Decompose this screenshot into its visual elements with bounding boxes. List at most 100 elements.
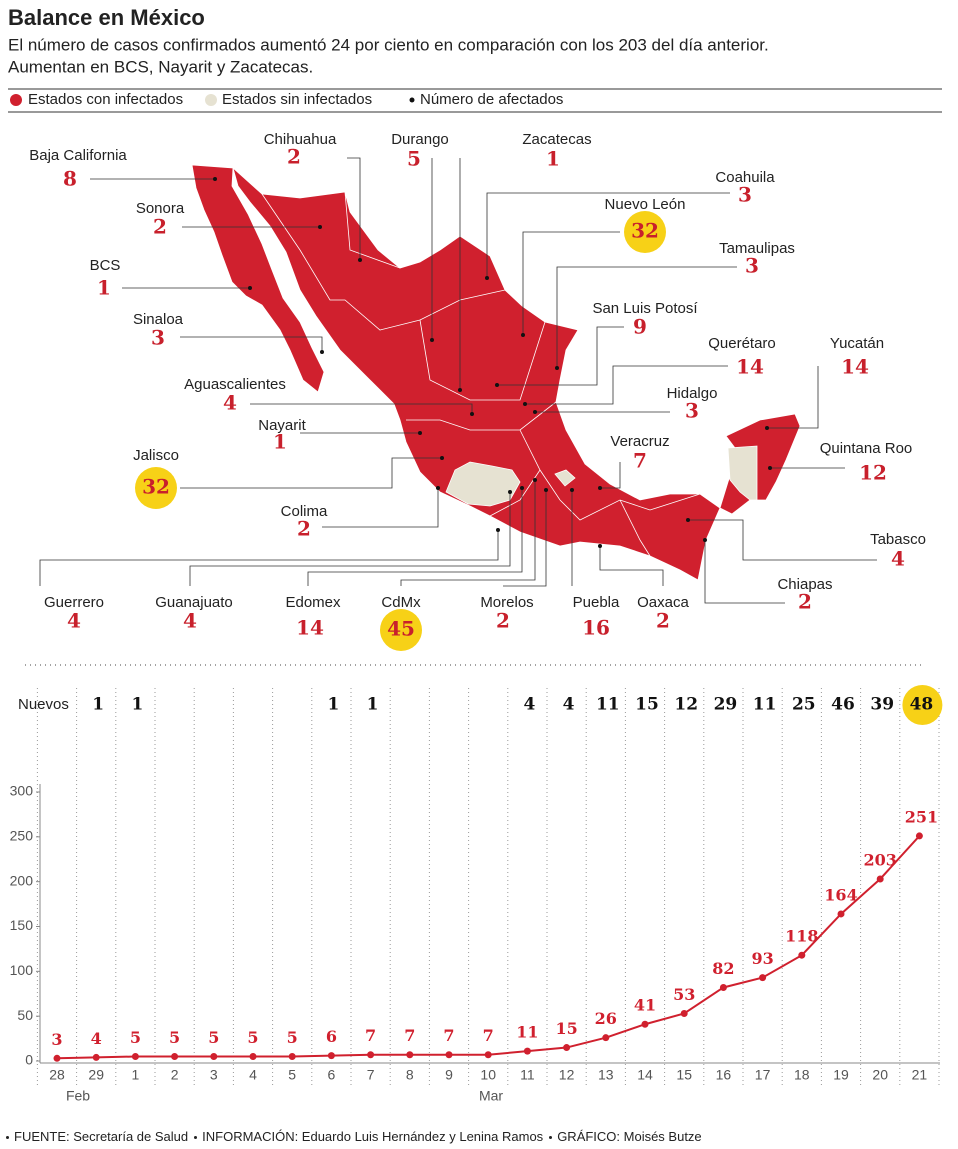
data-point	[171, 1053, 179, 1061]
data-label: 7	[404, 1026, 415, 1045]
data-label: 203	[863, 850, 896, 869]
state-border	[619, 499, 651, 557]
state-name: Puebla	[573, 594, 620, 611]
state-marker	[485, 276, 489, 280]
leader-line	[525, 365, 728, 405]
month-label: Feb	[66, 1088, 90, 1104]
state-name: Veracruz	[610, 433, 669, 450]
state-marker	[318, 225, 322, 229]
state-name: Guanajuato	[155, 594, 233, 611]
new-cases-value: 1	[131, 695, 143, 715]
state-value: 45	[387, 617, 415, 641]
data-label: 5	[208, 1028, 219, 1047]
x-tick-label: 8	[406, 1067, 414, 1083]
state-name: Colima	[281, 503, 328, 520]
legend-label: Estados sin infectados	[222, 91, 372, 108]
state-marker	[521, 333, 525, 337]
x-tick-label: 10	[480, 1067, 496, 1083]
state-border	[344, 191, 401, 269]
data-label: 118	[785, 927, 818, 946]
y-tick-label: 250	[10, 828, 34, 844]
state-value: 16	[582, 616, 610, 640]
state-name: Tamaulipas	[719, 240, 795, 257]
map-region	[554, 469, 576, 487]
data-point	[92, 1053, 100, 1061]
state-value: 2	[656, 609, 670, 633]
new-cases-value: 48	[910, 695, 934, 715]
new-cases-value: 1	[327, 695, 339, 715]
x-tick-label: 21	[912, 1067, 928, 1083]
x-tick-label: 5	[288, 1067, 296, 1083]
highlight-circle	[380, 609, 422, 651]
state-value: 14	[736, 355, 764, 379]
state-value: 3	[745, 254, 759, 278]
new-cases-value: 46	[831, 695, 855, 715]
data-point	[484, 1051, 492, 1059]
y-tick-label: 50	[17, 1007, 33, 1023]
subtitle: Aumentan en BCS, Nayarit y Zacatecas.	[8, 57, 313, 76]
subtitle: El número de casos confirmados aumentó 2…	[8, 35, 769, 54]
x-tick-label: 16	[716, 1067, 732, 1083]
leader-line	[347, 157, 361, 260]
leader-line	[503, 490, 547, 587]
state-value: 8	[63, 167, 77, 191]
state-value: 2	[798, 590, 812, 614]
state-name: Durango	[391, 131, 449, 148]
state-value: 14	[296, 616, 324, 640]
state-marker	[598, 544, 602, 548]
data-label: 5	[247, 1028, 258, 1047]
leader-line	[486, 192, 730, 278]
leader-line	[497, 326, 624, 386]
state-marker	[418, 431, 422, 435]
new-cases-value: 29	[714, 695, 738, 715]
x-tick-label: 29	[88, 1067, 104, 1083]
state-value: 2	[153, 215, 167, 239]
leader-line	[307, 488, 523, 586]
state-marker	[523, 402, 527, 406]
new-cases-value: 11	[596, 695, 620, 715]
data-point	[798, 951, 806, 959]
leader-line	[180, 457, 442, 489]
data-point	[915, 832, 923, 840]
new-cases-value: 1	[367, 695, 379, 715]
state-border	[419, 319, 546, 401]
state-value: 2	[287, 145, 301, 169]
state-marker	[533, 410, 537, 414]
state-value: 7	[633, 449, 647, 473]
leader-line	[767, 366, 819, 429]
state-marker	[508, 490, 512, 494]
state-marker	[496, 528, 500, 532]
state-name: Oaxaca	[637, 594, 689, 611]
data-point	[210, 1053, 218, 1061]
series-line	[56, 835, 921, 1060]
x-tick-label: 15	[676, 1067, 692, 1083]
state-name: Tabasco	[870, 531, 926, 548]
y-tick-label: 300	[10, 783, 34, 799]
new-cases-value: 25	[792, 695, 816, 715]
data-label: 5	[287, 1028, 298, 1047]
state-marker	[598, 486, 602, 490]
state-border	[406, 401, 557, 431]
state-marker	[320, 350, 324, 354]
state-border	[261, 193, 506, 331]
state-name: Hidalgo	[667, 385, 718, 402]
new-cases-value: 1	[92, 695, 104, 715]
highlight-circle	[902, 685, 943, 725]
data-label: 53	[673, 985, 695, 1004]
state-marker	[533, 478, 537, 482]
state-marker	[686, 518, 690, 522]
data-point	[876, 875, 884, 883]
state-name: Zacatecas	[522, 131, 591, 148]
data-label: 93	[751, 949, 773, 968]
state-value: 3	[685, 399, 699, 423]
state-value: 9	[633, 315, 647, 339]
state-marker	[470, 412, 474, 416]
data-label: 11	[516, 1023, 538, 1042]
new-cases-value: 15	[635, 695, 659, 715]
data-point	[288, 1053, 296, 1061]
data-label: 7	[483, 1026, 494, 1045]
state-marker	[248, 286, 252, 290]
data-point	[563, 1044, 571, 1052]
